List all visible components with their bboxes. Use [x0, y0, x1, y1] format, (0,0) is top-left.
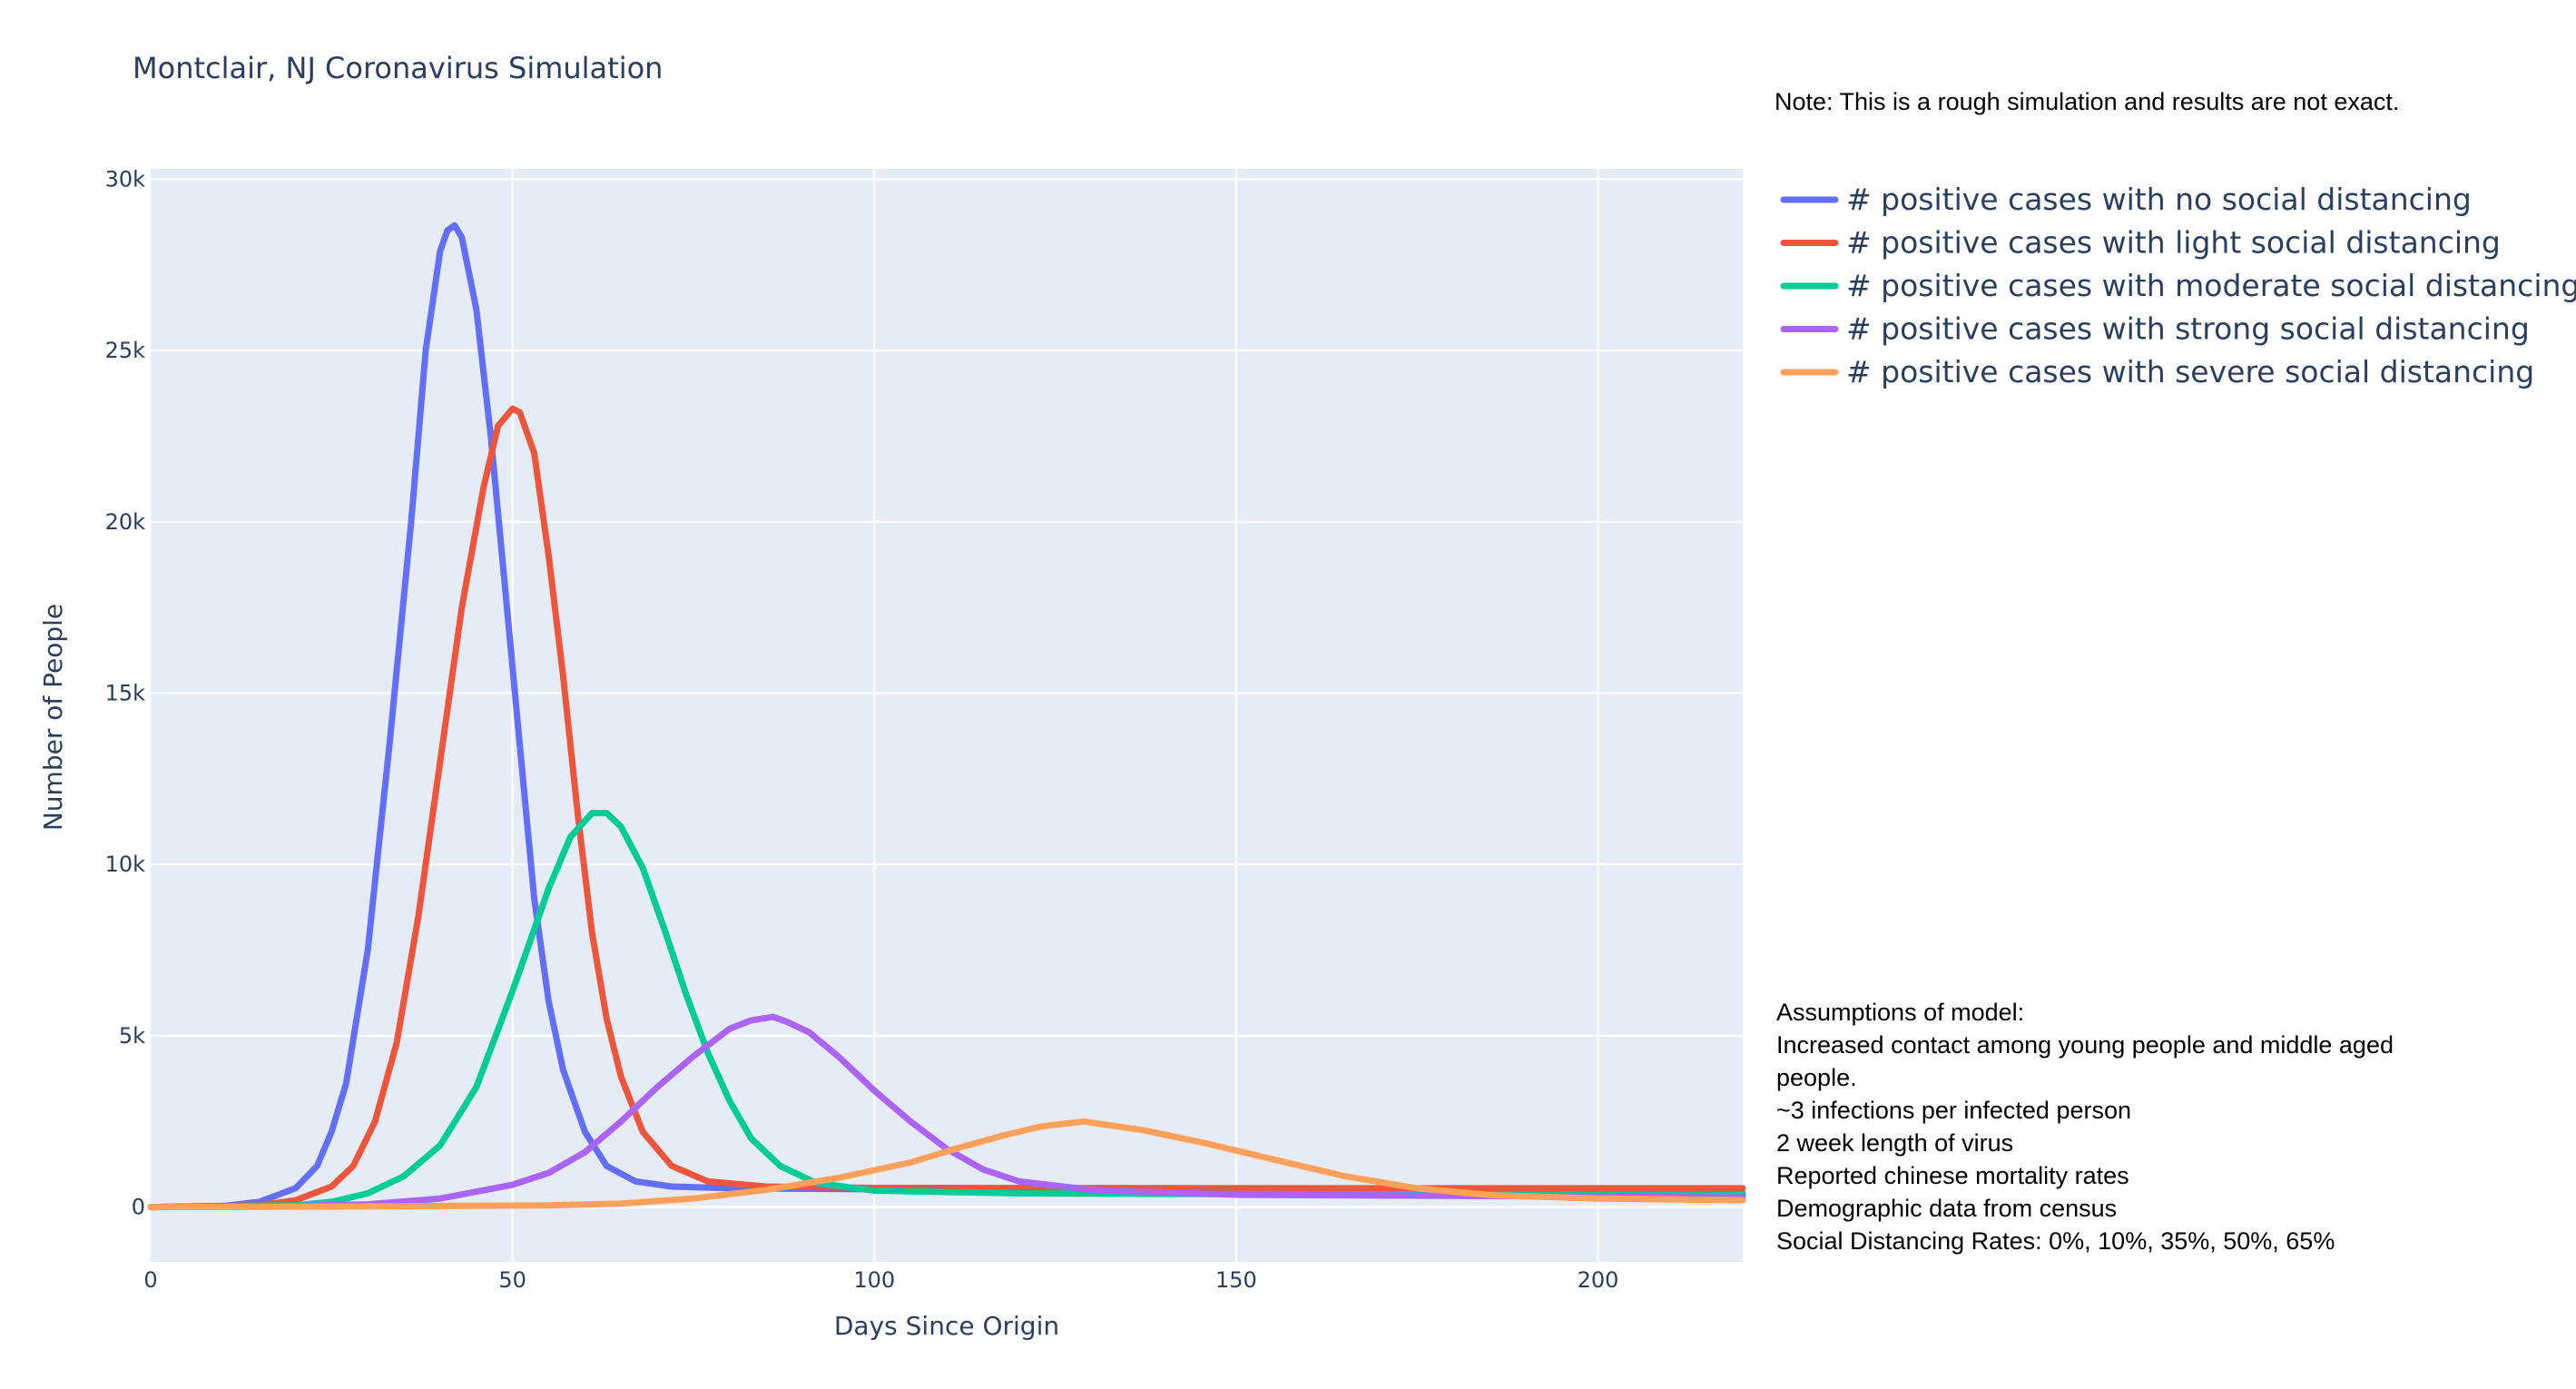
assumption-line: people.	[1776, 1064, 1857, 1091]
y-axis-ticks: 0 5k 10k 15k 20k 25k 30k	[105, 166, 146, 1219]
series-line	[147, 1013, 1746, 1211]
x-tick-label: 0	[143, 1267, 157, 1293]
legend: # positive cases with no social distanci…	[1780, 182, 2576, 389]
assumption-line: 2 week length of virus	[1776, 1129, 2013, 1157]
x-axis-ticks: 0 50 100 150 200	[143, 1267, 1618, 1293]
disclaimer-note: Note: This is a rough simulation and res…	[1775, 88, 2399, 115]
y-tick-label: 30k	[105, 166, 146, 192]
series-line	[147, 222, 1746, 1211]
x-tick-label: 100	[853, 1267, 895, 1293]
assumption-line: Assumptions of model:	[1776, 999, 2024, 1026]
y-axis-title: Number of People	[38, 604, 68, 831]
assumption-line: Demographic data from census	[1776, 1195, 2117, 1222]
y-tick-label: 0	[132, 1195, 145, 1220]
assumption-line: ~3 infections per infected person	[1776, 1097, 2131, 1124]
assumption-line: Reported chinese mortality rates	[1776, 1162, 2129, 1189]
x-tick-label: 200	[1578, 1267, 1619, 1293]
series-line	[147, 1118, 1746, 1211]
legend-label: # positive cases with light social dista…	[1846, 225, 2501, 261]
x-tick-label: 50	[498, 1267, 526, 1293]
assumption-line: Social Distancing Rates: 0%, 10%, 35%, 5…	[1776, 1227, 2335, 1255]
x-axis-title: Days Since Origin	[834, 1311, 1059, 1341]
x-tick-label: 150	[1215, 1267, 1257, 1293]
legend-label: # positive cases with moderate social di…	[1846, 268, 2576, 303]
grid	[151, 169, 1743, 1262]
legend-label: # positive cases with strong social dist…	[1846, 311, 2530, 347]
chart-title: Montclair, NJ Coronavirus Simulation	[133, 51, 663, 85]
legend-label: # positive cases with no social distanci…	[1846, 182, 2472, 217]
series-line	[147, 405, 1746, 1211]
y-tick-label: 25k	[105, 338, 146, 363]
assumption-line: Increased contact among young people and…	[1776, 1031, 2394, 1059]
series-lines	[147, 222, 1746, 1211]
y-tick-label: 5k	[119, 1023, 145, 1049]
y-tick-label: 20k	[105, 509, 146, 535]
legend-label: # positive cases with severe social dist…	[1846, 354, 2534, 389]
y-tick-label: 15k	[105, 680, 146, 705]
y-tick-label: 10k	[105, 852, 146, 877]
assumptions-note: Assumptions of model: Increased contact a…	[1776, 999, 2394, 1255]
